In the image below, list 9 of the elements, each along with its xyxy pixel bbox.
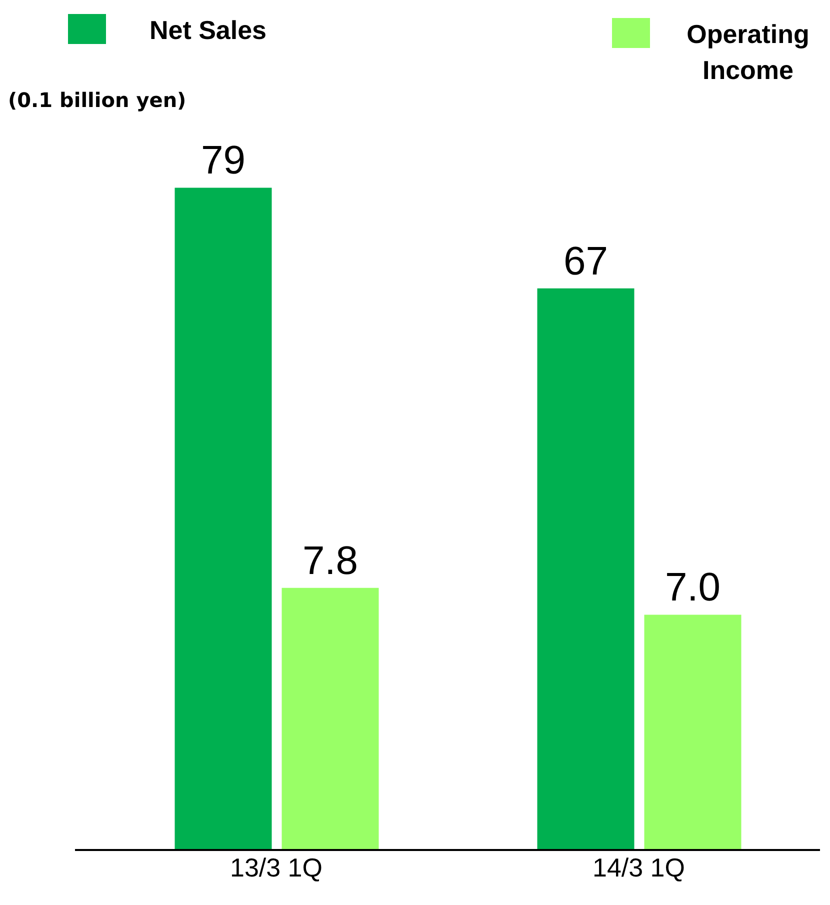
data-label: 7.8 xyxy=(302,538,358,583)
data-label: 79 xyxy=(201,138,246,183)
x-tick-label: 13/3 1Q xyxy=(230,852,323,882)
y-axis-title: (0.1 billion yen) xyxy=(8,88,186,112)
legend-label: Net Sales xyxy=(148,14,268,47)
data-label: 67 xyxy=(564,239,608,284)
data-label: 7.0 xyxy=(664,566,721,610)
x-tick-label: 14/3 1Q xyxy=(592,852,686,882)
legend-label: Operating Income xyxy=(686,18,810,87)
